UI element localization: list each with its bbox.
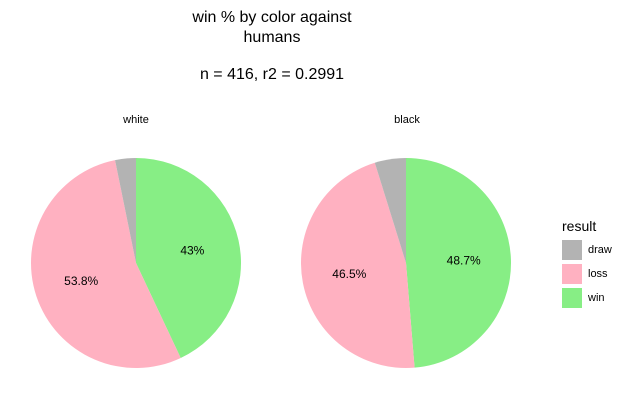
legend-swatch-draw xyxy=(562,240,582,260)
legend-label-loss: loss xyxy=(588,268,608,280)
pie-slice-white-draw xyxy=(115,158,136,263)
chart-subtitle: n = 416, r2 = 0.2991 xyxy=(199,66,345,83)
legend-item-loss: loss xyxy=(562,262,612,286)
pie-slice-white-loss xyxy=(31,160,181,368)
chart-title: win % by color against humans xyxy=(0,8,544,48)
pie-slice-black-loss xyxy=(300,162,415,368)
facet-label-black: black xyxy=(394,114,420,126)
slice-label-black-loss: 46.5% xyxy=(332,267,366,281)
slice-label-white-win: 43% xyxy=(180,243,204,257)
legend-title: result xyxy=(562,218,597,234)
pie-slice-black-win xyxy=(406,158,512,368)
pie-slice-black-draw xyxy=(374,158,406,263)
legend: result draw loss win xyxy=(562,218,612,310)
chart-title-line-2: humans xyxy=(243,29,301,46)
legend-label-win: win xyxy=(588,292,605,304)
pie-slice-white-win xyxy=(136,158,241,359)
slice-label-black-win: 48.7% xyxy=(447,254,481,268)
legend-item-win: win xyxy=(562,286,612,310)
facet-label-white: white xyxy=(123,114,149,126)
legend-item-draw: draw xyxy=(562,238,612,262)
legend-swatch-loss xyxy=(562,264,582,284)
legend-label-draw: draw xyxy=(588,244,612,256)
chart-title-line-1: win % by color against xyxy=(192,9,352,26)
legend-swatch-win xyxy=(562,288,582,308)
slice-label-white-loss: 53.8% xyxy=(64,274,98,288)
